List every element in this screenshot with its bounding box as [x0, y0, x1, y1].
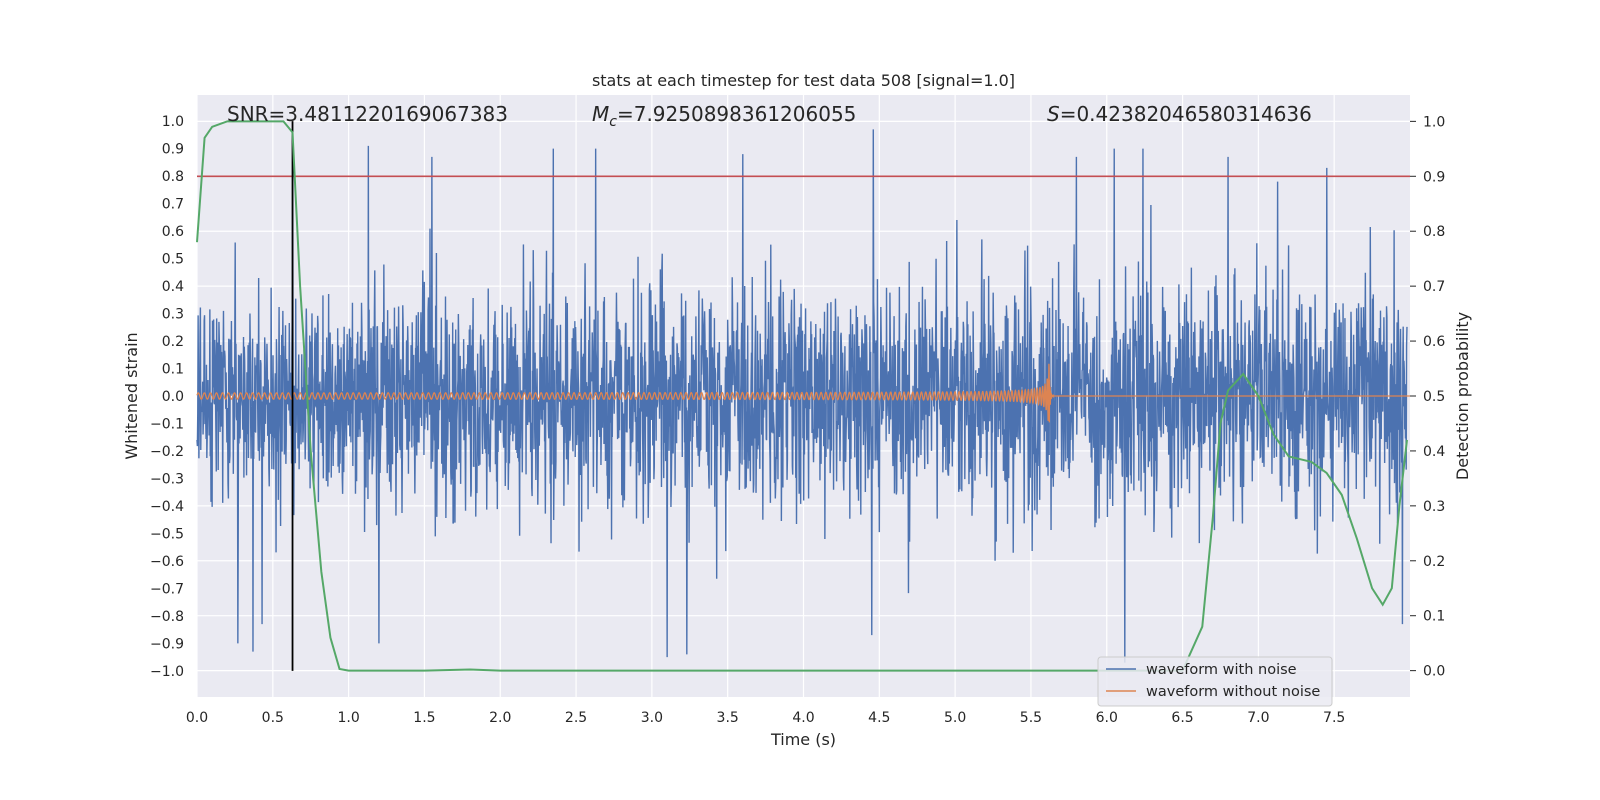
x-tick-label: 3.5: [717, 710, 739, 726]
x-tick-label: 3.0: [641, 710, 663, 726]
s-symbol: S: [1047, 102, 1060, 126]
y-tick-label-right: 0.4: [1423, 444, 1445, 460]
x-tick-label: 1.5: [413, 710, 435, 726]
y-axis-label-left: Whitened strain: [122, 332, 141, 459]
x-tick-label: 4.0: [792, 710, 814, 726]
y-tick-label-left: 0.3: [162, 307, 184, 323]
y-tick-label-left: −0.2: [150, 444, 184, 460]
series-detection-probability: [196, 120, 1408, 672]
y-tick-label-left: 0.1: [162, 362, 184, 378]
y-tick-label-left: −0.1: [150, 416, 184, 432]
annotation-snr: SNR=3.4811220169067383: [227, 102, 508, 126]
y-tick-label-left: 0.8: [162, 169, 184, 185]
y-tick-label-right: 0.8: [1423, 224, 1445, 240]
y-tick-label-right: 0.0: [1423, 664, 1445, 680]
x-tick-label: 2.5: [565, 710, 587, 726]
y-tick-label-left: 0.2: [162, 334, 184, 350]
y-tick-label-left: 0.7: [162, 197, 184, 213]
y-tick-label-right: 0.7: [1423, 279, 1445, 295]
annotation-s: S=0.42382046580314636: [1047, 102, 1312, 126]
legend: waveform with noise waveform without noi…: [1097, 656, 1333, 707]
line-detection-probability: [196, 120, 1408, 672]
chart-title: stats at each timestep for test data 508…: [592, 71, 1015, 90]
y-tick-label-left: 0.9: [162, 142, 184, 158]
x-tick-label: 6.5: [1171, 710, 1193, 726]
y-tick-label-right: 0.6: [1423, 334, 1445, 350]
x-tick-label: 0.0: [186, 710, 208, 726]
x-tick-label: 5.5: [1020, 710, 1042, 726]
reference-lines: [197, 121, 1410, 671]
y-tick-label-left: −0.6: [150, 554, 184, 570]
x-tick-label: 1.0: [337, 710, 359, 726]
y-tick-label-right: 0.1: [1423, 609, 1445, 625]
y-tick-label-left: −0.3: [150, 471, 184, 487]
x-tick-label: 4.5: [868, 710, 890, 726]
x-tick-label: 7.0: [1247, 710, 1269, 726]
y-tick-label-left: −0.4: [150, 499, 184, 515]
y-tick-label-right: 0.2: [1423, 554, 1445, 570]
chirp-mass-value: =7.9250898361206055: [617, 102, 856, 126]
x-axis-label: Time (s): [770, 730, 836, 749]
chirp-mass-symbol: M: [592, 102, 609, 126]
tick-labels: 0.0 0.5 1.0 1.5 2.0 2.5 3.0 3.5 4.0 4.5 5.0 5.5 6.0 6…: [150, 114, 1445, 726]
x-tick-label: 2.0: [489, 710, 511, 726]
chirp-mass-subscript: c: [609, 114, 617, 130]
y-tick-label-left: −0.5: [150, 526, 184, 542]
y-tick-label-right: 0.9: [1423, 169, 1445, 185]
x-tick-label: 0.5: [262, 710, 284, 726]
x-tick-label: 5.0: [944, 710, 966, 726]
y-tick-label-left: −0.8: [150, 609, 184, 625]
y-axis-label-right: Detection probability: [1453, 312, 1472, 480]
y-tick-label-right: 0.5: [1423, 389, 1445, 405]
y-tick-label-left: −0.9: [150, 636, 184, 652]
y-tick-label-left: 0.5: [162, 252, 184, 268]
y-tick-label-right: 0.3: [1423, 499, 1445, 515]
y-tick-label-left: 0.4: [162, 279, 184, 295]
y-tick-label-left: 0.0: [162, 389, 184, 405]
y-tick-label-left: −0.7: [150, 581, 184, 597]
legend-box: [1097, 656, 1333, 707]
x-tick-label: 6.0: [1096, 710, 1118, 726]
line-waveform-with-noise: [196, 129, 1408, 663]
annotation-chirp-mass: Mc=7.9250898361206055: [592, 102, 856, 130]
series-waveform-without-noise: [196, 363, 1410, 423]
legend-entry-waveform-without-noise: waveform without noise: [1146, 684, 1320, 700]
series-waveform-with-noise: [196, 129, 1408, 663]
x-tick-label: 7.5: [1323, 710, 1345, 726]
y-tick-label-left: 1.0: [162, 114, 184, 130]
y-tick-label-left: 0.6: [162, 224, 184, 240]
legend-entry-waveform-with-noise: waveform with noise: [1146, 662, 1297, 678]
y-tick-label-right: 1.0: [1423, 114, 1445, 130]
line-waveform-without-noise: [196, 363, 1410, 423]
y-tick-label-left: −1.0: [150, 664, 184, 680]
s-value: =0.42382046580314636: [1060, 102, 1312, 126]
